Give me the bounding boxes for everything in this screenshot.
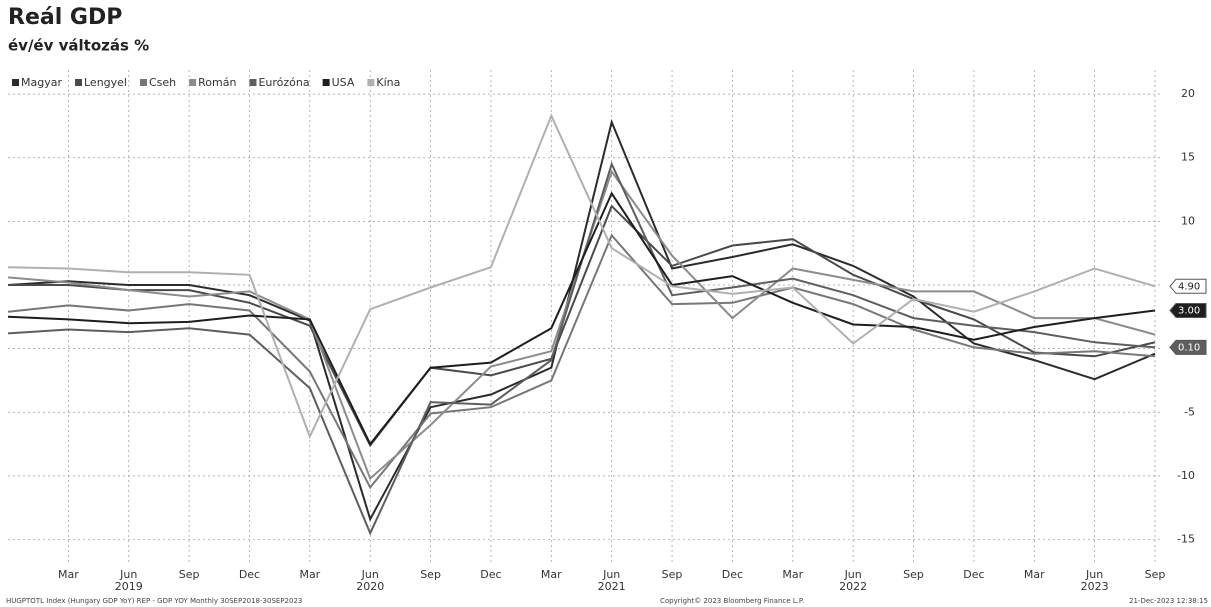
y-tick-label: -15 [1177, 533, 1195, 546]
x-year-label: 2022 [839, 580, 867, 593]
footer-right: 21-Dec-2023 12:38:15 [1129, 597, 1208, 605]
x-tick-label: Mar [541, 568, 562, 581]
legend-swatch [249, 79, 257, 86]
x-tick-label: Sep [903, 568, 924, 581]
chart-subtitle: év/év változás % [8, 37, 149, 55]
value-label: 0.10 [1178, 342, 1200, 353]
y-tick-label: 20 [1181, 87, 1195, 100]
series-line [7, 113, 1156, 440]
legend-swatch [322, 79, 330, 86]
x-year-label: 2020 [356, 580, 384, 593]
legend-label: Eurózóna [258, 76, 309, 89]
legend-swatch [12, 79, 19, 86]
y-tick-label: 10 [1181, 214, 1195, 227]
value-label-box [1169, 302, 1207, 318]
x-tick-label: Dec [722, 568, 743, 581]
legend-label: Román [198, 76, 236, 89]
x-tick-label: Mar [299, 568, 320, 581]
series-line [7, 118, 1156, 522]
footer-center: Copyright© 2023 Bloomberg Finance L.P. [660, 597, 804, 605]
legend-label: Lengyel [84, 76, 127, 89]
chart-title: Reál GDP [8, 5, 122, 30]
value-label-box [1169, 278, 1207, 294]
x-tick-label: Jun [361, 568, 379, 581]
x-tick-label: Jun [119, 568, 137, 581]
legend-label: Kína [376, 76, 400, 89]
legend-swatch [189, 79, 197, 86]
footer-left: HUGPTOTL Index (Hungary GDP YoY) REP - G… [6, 597, 302, 605]
x-tick-label: Jun [602, 568, 620, 581]
x-year-label: 2023 [1081, 580, 1109, 593]
series-line [8, 204, 1156, 448]
legend-swatch [367, 79, 375, 86]
x-tick-label: Sep [662, 568, 683, 581]
series-line [7, 191, 1156, 446]
legend-swatch [75, 79, 82, 86]
legend-label: Magyar [21, 76, 62, 89]
x-year-label: 2021 [598, 580, 626, 593]
value-label-box [1169, 339, 1207, 355]
x-year-label: 2019 [115, 580, 143, 593]
legend-label: USA [332, 76, 355, 89]
x-tick-label: Sep [179, 568, 200, 581]
series-line [7, 233, 1156, 490]
x-tick-label: Dec [239, 568, 260, 581]
x-tick-label: Jun [844, 568, 862, 581]
value-label: 3.00 [1178, 305, 1200, 316]
x-tick-label: Mar [1024, 568, 1045, 581]
value-label: 4.90 [1178, 281, 1200, 292]
x-tick-label: Sep [1145, 568, 1166, 581]
x-tick-label: Mar [58, 568, 79, 581]
y-tick-label: -10 [1177, 469, 1195, 482]
x-tick-label: Mar [782, 568, 803, 581]
x-tick-label: Dec [963, 568, 984, 581]
y-tick-label: 15 [1181, 151, 1195, 164]
legend-swatch [140, 79, 147, 86]
legend-label: Cseh [149, 76, 176, 89]
x-tick-label: Sep [420, 568, 441, 581]
x-tick-label: Dec [480, 568, 501, 581]
x-tick-label: Jun [1085, 568, 1103, 581]
y-tick-label: -5 [1184, 405, 1195, 418]
